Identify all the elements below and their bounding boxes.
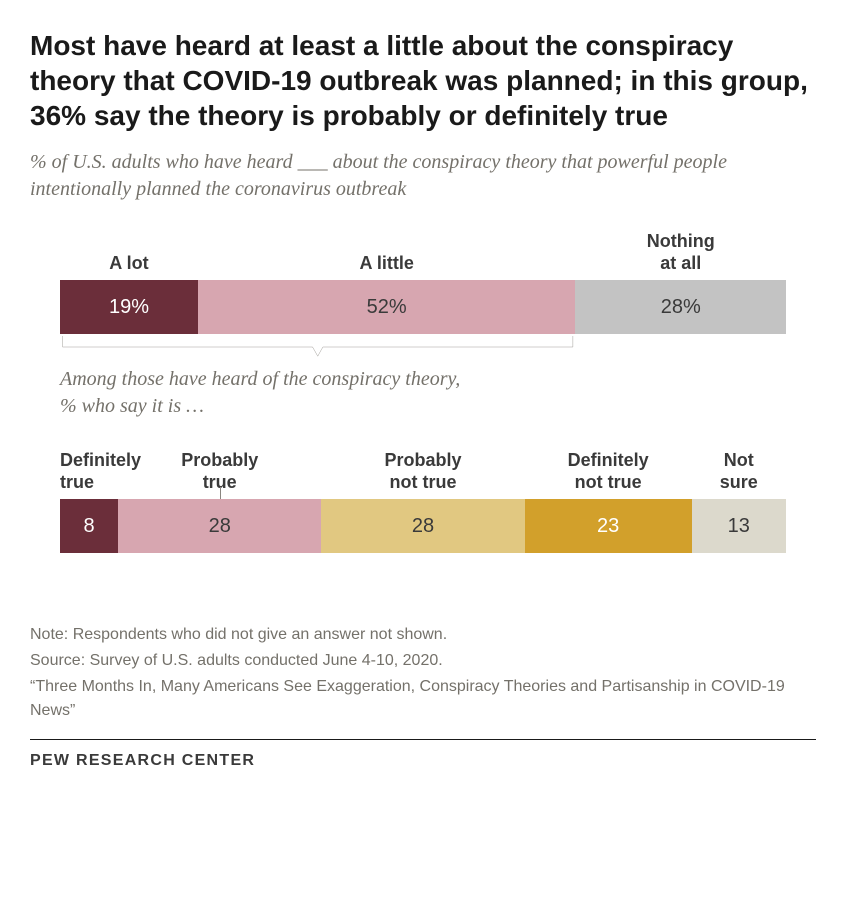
chart2-seg-0: 8 [60,499,118,553]
footer-source: Source: Survey of U.S. adults conducted … [30,649,816,673]
chart1-label-2: Nothing at all [575,231,786,274]
chart1: A lot A little Nothing at all 19% 52% 28… [60,231,786,358]
chart2-label-2: Probably not true [321,450,524,493]
footer-divider [30,739,816,740]
chart2-seg-3: 23 [525,499,692,553]
chart2-bar: 8 28 28 23 13 [60,499,786,553]
chart2-label-0: Definitely true [60,450,118,493]
chart-title: Most have heard at least a little about … [30,28,816,133]
chart2-label-4: Not sure [692,450,786,493]
chart-subtitle: % of U.S. adults who have heard ___ abou… [30,149,816,203]
chart2-seg-2: 28 [321,499,524,553]
chart2-subtitle: Among those have heard of the conspiracy… [60,366,816,420]
chart1-area: A lot A little Nothing at all 19% 52% 28… [30,231,816,358]
chart1-label-0: A lot [60,231,198,274]
chart2: Definitely true Probably true Probably n… [60,450,786,553]
chart2-labels-row: Definitely true Probably true Probably n… [60,450,786,493]
footer: Note: Respondents who did not give an an… [30,623,816,723]
chart2-seg-4: 13 [692,499,786,553]
chart1-seg-2: 28% [575,280,786,334]
brand-label: PEW RESEARCH CENTER [30,752,816,770]
chart1-label-1: A little [198,231,576,274]
chart2-pointer [220,487,221,499]
chart1-bracket [60,336,575,358]
footer-report: “Three Months In, Many Americans See Exa… [30,675,816,723]
chart1-seg-1: 52% [198,280,576,334]
chart2-seg-1: 28 [118,499,321,553]
chart2-area: Definitely true Probably true Probably n… [30,450,816,553]
chart1-bar: 19% 52% 28% [60,280,786,334]
chart2-label-3: Definitely not true [525,450,692,493]
chart1-seg-0: 19% [60,280,198,334]
footer-note: Note: Respondents who did not give an an… [30,623,816,647]
chart1-labels-row: A lot A little Nothing at all [60,231,786,274]
